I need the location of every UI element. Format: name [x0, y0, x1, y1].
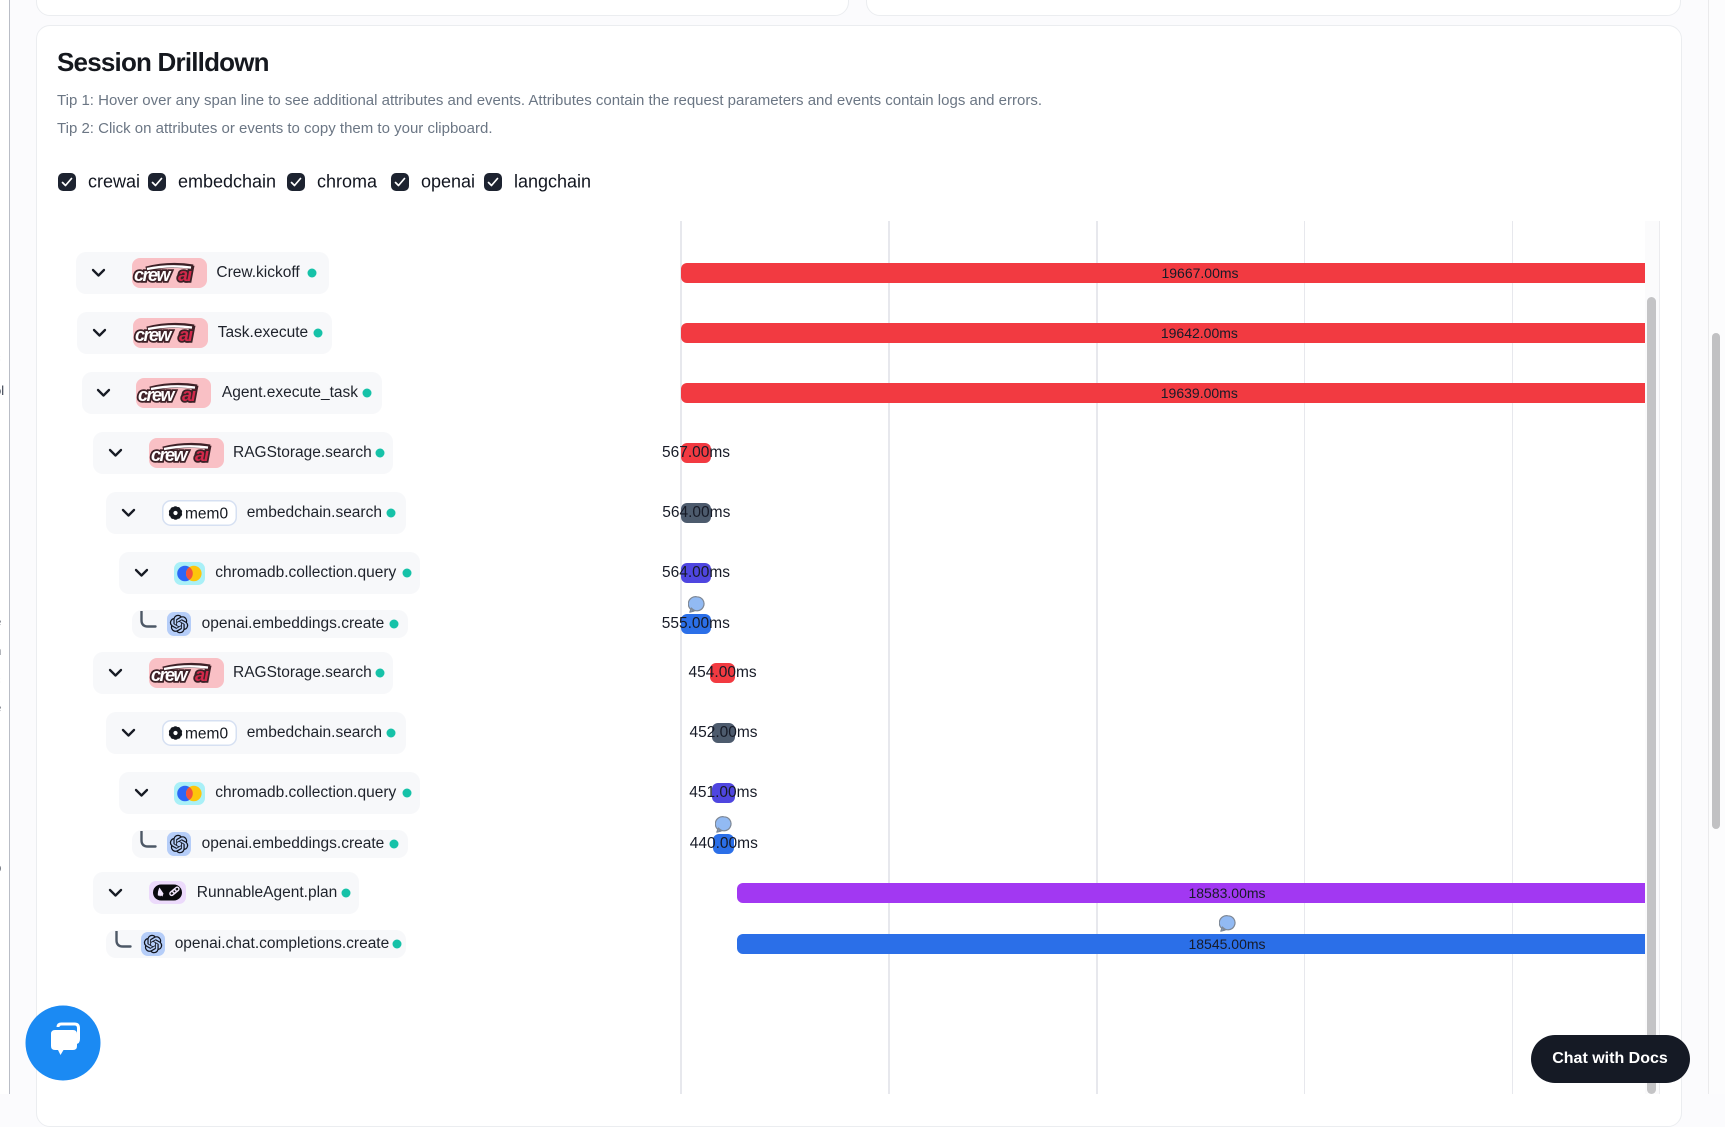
svg-text:mem0: mem0	[185, 506, 228, 523]
svg-text:mem0: mem0	[185, 726, 228, 743]
svg-text:crew: crew	[134, 265, 172, 285]
svg-text:crew: crew	[135, 325, 173, 345]
svg-text:ai: ai	[178, 265, 193, 285]
svg-text:crew: crew	[151, 665, 189, 685]
svg-text:crew: crew	[138, 385, 176, 405]
svg-text:crew: crew	[151, 445, 189, 465]
